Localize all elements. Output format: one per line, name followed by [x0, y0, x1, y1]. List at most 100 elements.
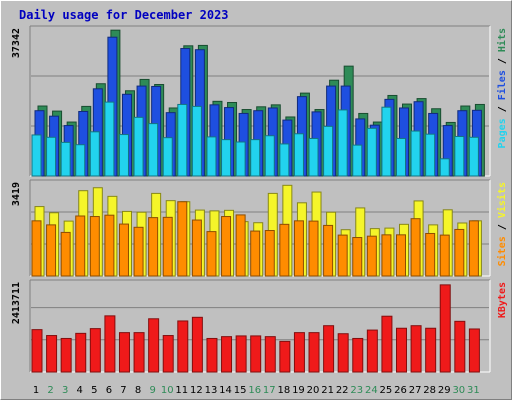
bar-kbytes	[439, 284, 451, 373]
bar-kbytes	[279, 340, 291, 373]
bar-kbytes	[46, 335, 58, 373]
bar-kbytes	[162, 335, 174, 373]
bar-sites	[89, 216, 100, 277]
bar-kbytes	[352, 337, 364, 373]
bar-sites	[454, 228, 465, 277]
legend-visits-sites: Sites / Visits	[496, 182, 508, 266]
bar-pages	[235, 141, 246, 177]
bar-pages	[396, 137, 406, 177]
bar-kbytes	[133, 332, 145, 373]
y-max-label: 2413711	[11, 282, 22, 324]
bar-sites	[118, 223, 129, 277]
bar-sites	[264, 230, 275, 277]
x-tick-label: 4	[77, 385, 83, 396]
bar-sites	[366, 235, 377, 277]
bar-pages	[177, 103, 188, 177]
bar-sites	[410, 218, 421, 277]
bar-sites	[293, 220, 304, 277]
x-tick-label: 9	[149, 385, 155, 396]
bar-sites	[439, 234, 450, 277]
bar-sites	[250, 230, 261, 277]
bar-pages	[264, 135, 275, 177]
x-tick-label: 31	[467, 385, 480, 396]
bar-pages	[366, 127, 377, 177]
bar-sites	[46, 224, 57, 277]
y-max-label: 37342	[11, 28, 22, 58]
x-tick-label: 18	[277, 385, 290, 396]
x-tick-label: 7	[120, 385, 126, 396]
bar-sites	[206, 231, 217, 277]
bar-pages	[352, 144, 363, 177]
x-tick-label: 20	[307, 385, 320, 396]
bar-kbytes	[31, 329, 43, 373]
bar-sites	[191, 219, 202, 277]
bar-sites	[425, 232, 436, 277]
bar-pages	[221, 139, 232, 177]
bar-kbytes	[75, 332, 87, 373]
x-tick-label: 25	[380, 385, 393, 396]
slash-separator: /	[497, 224, 508, 236]
files-legend: Files	[496, 70, 508, 106]
bar-kbytes	[410, 325, 422, 373]
bar-pages	[162, 137, 173, 177]
bar-pages	[381, 106, 392, 177]
bar-pages	[60, 141, 71, 177]
chart-title: Daily usage for December 2023	[19, 8, 229, 22]
bar-sites	[162, 216, 173, 277]
bar-kbytes	[293, 332, 305, 373]
bar-pages	[89, 131, 100, 177]
bar-sites	[148, 217, 159, 277]
bar-kbytes	[221, 336, 233, 373]
x-tick-label: 28	[423, 385, 436, 396]
bar-sites	[308, 220, 319, 277]
legend-hits-files-pages: Pages / Files / Hits	[496, 28, 508, 148]
hits-legend: Hits	[496, 28, 508, 58]
bar-sites	[31, 220, 42, 277]
x-tick-label: 15	[234, 385, 247, 396]
x-tick-label: 17	[263, 385, 276, 396]
bar-pages	[191, 105, 202, 177]
bar-sites	[396, 234, 406, 277]
bar-pages	[337, 109, 348, 177]
bar-pages	[439, 158, 450, 177]
bar-kbytes	[206, 337, 218, 373]
bar-kbytes	[454, 320, 466, 373]
x-tick-label: 23	[350, 385, 363, 396]
bar-kbytes	[264, 336, 276, 373]
slash-separator: /	[497, 106, 508, 118]
bar-sites	[279, 223, 290, 277]
bar-kbytes	[337, 333, 349, 373]
bar-pages	[31, 134, 42, 177]
x-tick-label: 22	[336, 385, 349, 396]
x-tick-label: 8	[135, 385, 141, 396]
bar-kbytes	[191, 316, 203, 373]
bar-sites	[60, 231, 71, 277]
bar-kbytes	[104, 315, 116, 373]
bar-kbytes	[60, 337, 72, 373]
bar-sites	[177, 201, 188, 277]
bar-pages	[293, 133, 304, 177]
bar-pages	[425, 133, 436, 177]
bar-kbytes	[396, 327, 407, 373]
bar-pages	[250, 139, 261, 177]
bar-kbytes	[425, 327, 437, 373]
x-tick-label: 16	[248, 385, 261, 396]
bar-pages	[206, 136, 217, 177]
bar-pages	[308, 137, 319, 177]
bar-pages	[410, 130, 421, 177]
bar-kbytes	[366, 329, 378, 373]
bar-pages	[75, 144, 86, 177]
bar-kbytes	[148, 318, 160, 373]
x-tick-label: 1	[33, 385, 39, 396]
bar-kbytes	[177, 320, 189, 373]
x-tick-label: 10	[161, 385, 174, 396]
bar-pages	[46, 136, 57, 177]
bar-sites	[235, 214, 246, 277]
bar-kbytes	[118, 332, 130, 373]
pages-legend: Pages	[497, 118, 508, 148]
bar-sites	[381, 234, 392, 277]
x-tick-label: 21	[321, 385, 334, 396]
bar-pages	[468, 136, 479, 177]
bar-pages	[454, 136, 465, 177]
x-tick-label: 14	[219, 385, 232, 396]
